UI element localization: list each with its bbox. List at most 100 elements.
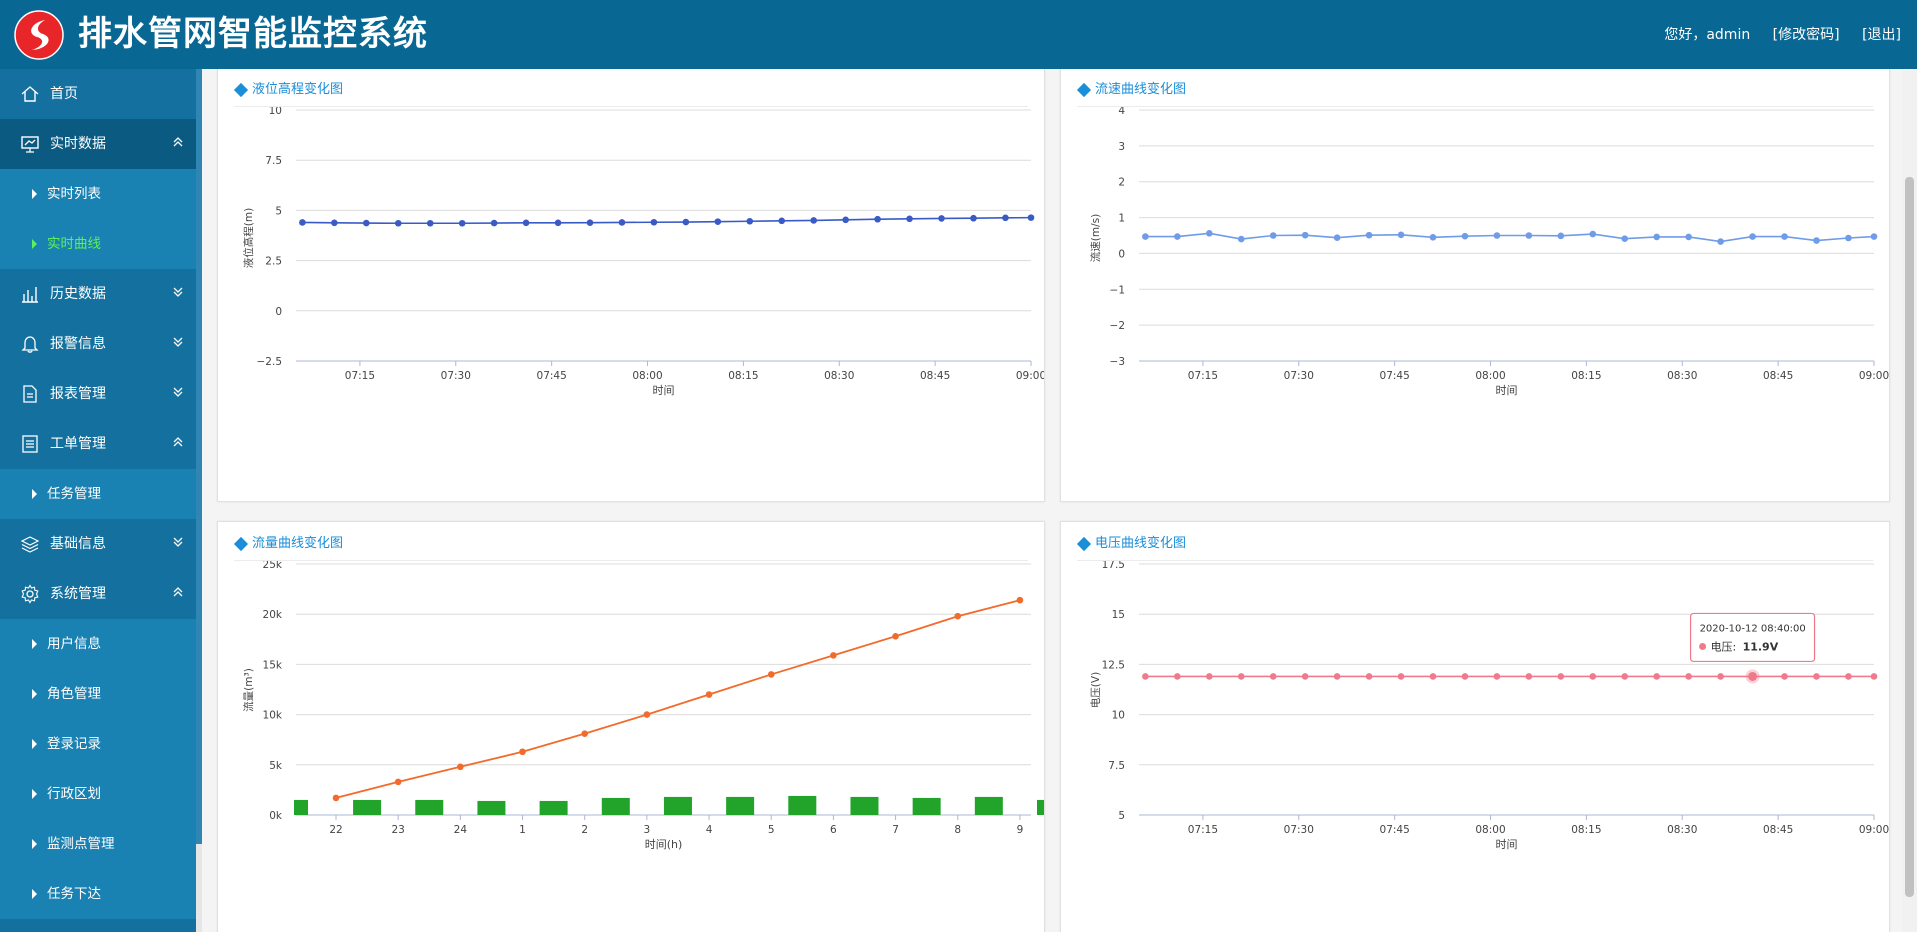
- data-point: [1237, 235, 1245, 243]
- tooltip-value: 11.9V: [1743, 640, 1779, 653]
- data-point: [1621, 673, 1629, 680]
- data-point: [394, 219, 402, 227]
- x-tick-label: 08:00: [1475, 370, 1505, 382]
- data-point: [586, 219, 594, 226]
- x-axis-title: 时间(h): [645, 838, 683, 851]
- y-tick-label: 3: [1118, 141, 1125, 153]
- x-tick-label: 08:15: [728, 370, 758, 382]
- data-point: [1813, 237, 1820, 244]
- logout-link[interactable]: [退出]: [1862, 27, 1901, 43]
- sidebar-subitem-task-management[interactable]: 任务管理: [0, 469, 198, 519]
- data-point: [1845, 234, 1852, 242]
- level-chart-panel: 液位高程变化图 10 7.5 5 2.5 0 −2.5 液位高程(m) 时间 07:15 07:3…: [217, 69, 1046, 502]
- sidebar-item-report-management[interactable]: 报表管理: [0, 369, 198, 419]
- data-point: [1557, 673, 1565, 680]
- page-scrollbar[interactable]: [1902, 69, 1917, 932]
- sidebar-item-history-data[interactable]: 历史数据: [0, 269, 198, 319]
- sidebar-subitem-realtime-list[interactable]: 实时列表: [0, 169, 198, 219]
- data-point: [1461, 232, 1469, 240]
- y-tick-label: 5: [1118, 810, 1125, 822]
- data-point: [778, 217, 786, 225]
- data-point: [1781, 233, 1788, 240]
- data-point: [490, 219, 498, 227]
- sidebar-subitem-role-management[interactable]: 角色管理: [0, 669, 198, 719]
- sidebar-subitem-realtime-curve[interactable]: 实时曲线: [0, 219, 198, 269]
- y-axis-title: 液位高程(m): [242, 208, 255, 268]
- sidebar-item-realtime-data[interactable]: 实时数据: [0, 119, 198, 169]
- x-tick-label: 08:00: [632, 370, 662, 382]
- data-point: [581, 730, 588, 737]
- data-point: [1557, 232, 1565, 240]
- data-point: [830, 652, 837, 659]
- sidebar-subitem-task-dispatch[interactable]: 任务下达: [0, 869, 198, 919]
- x-tick-label: 4: [706, 824, 713, 836]
- data-point: [363, 219, 370, 227]
- bar: [788, 795, 817, 815]
- bar: [353, 799, 382, 815]
- x-tick-label: 3: [644, 824, 651, 836]
- data-point: [1870, 673, 1878, 680]
- data-point: [767, 671, 775, 678]
- data-point: [522, 219, 530, 227]
- bar: [294, 799, 308, 815]
- data-point: [1142, 673, 1149, 680]
- sidebar-scrollbar[interactable]: [196, 69, 202, 932]
- sidebar-item-basic-info[interactable]: 基础信息: [0, 519, 198, 569]
- user-greeting: 您好，admin: [1664, 27, 1751, 43]
- x-tick-label: 09:00: [1859, 824, 1889, 836]
- y-tick-label: 10k: [263, 710, 283, 722]
- data-point: [457, 763, 464, 771]
- data-point: [1493, 673, 1501, 680]
- data-point: [954, 612, 962, 620]
- sidebar-item-system-management[interactable]: 系统管理: [0, 569, 198, 619]
- page-scrollbar-thumb[interactable]: [1905, 177, 1914, 897]
- sidebar-item-label: 报警信息: [50, 336, 106, 352]
- y-tick-label: 0k: [269, 810, 283, 822]
- x-tick-label: 07:15: [1188, 824, 1218, 836]
- sidebar-subitem-login-records[interactable]: 登录记录: [0, 719, 198, 769]
- sidebar-item-home[interactable]: 首页: [0, 69, 198, 119]
- y-tick-label: 5k: [269, 760, 283, 772]
- logo-icon: [14, 10, 64, 60]
- sidebar-scrollbar-thumb[interactable]: [196, 69, 202, 844]
- data-point: [1301, 231, 1309, 239]
- chevron-down-icon: [173, 337, 183, 347]
- y-tick-label: 15: [1112, 609, 1125, 621]
- data-point: [650, 218, 658, 226]
- data-point: [1174, 233, 1181, 240]
- app-title: 排水管网智能监控系统: [78, 14, 428, 54]
- panel-title: 液位高程变化图: [252, 82, 344, 97]
- panel-header: 电压曲线变化图: [1076, 532, 1873, 561]
- bar: [601, 797, 630, 815]
- data-point: [1333, 673, 1341, 680]
- data-point: [1493, 232, 1501, 239]
- x-tick-label: 08:45: [1763, 824, 1793, 836]
- y-axis-title: 流量(m³): [242, 668, 255, 712]
- data-point: [1749, 233, 1756, 240]
- change-password-link[interactable]: [修改密码]: [1772, 27, 1840, 43]
- y-tick-label: 0: [275, 306, 282, 318]
- y-tick-label: 1: [1118, 213, 1125, 225]
- sidebar-item-work-order-management[interactable]: 工单管理: [0, 419, 198, 469]
- sidebar-subitem-user-info[interactable]: 用户信息: [0, 619, 198, 669]
- x-axis-title: 时间: [653, 384, 675, 397]
- x-tick-label: 24: [454, 824, 468, 836]
- data-point: [1653, 233, 1660, 241]
- data-point: [1142, 233, 1149, 240]
- data-point: [1717, 673, 1724, 680]
- panel-header: 流量曲线变化图: [233, 532, 1028, 561]
- flow-chart-panel: 流量曲线变化图 25k 20k 15k 10k 5k 0k 流量(m³) 时间(h) 22 23 2…: [217, 521, 1065, 932]
- y-tick-label: 2.5: [265, 256, 282, 268]
- sidebar-subitem-monitoring-point-management[interactable]: 监测点管理: [0, 819, 198, 869]
- y-tick-label: −1: [1110, 284, 1125, 296]
- x-tick-label: 07:15: [1188, 370, 1218, 382]
- x-tick-label: 08:45: [1763, 370, 1793, 382]
- x-tick-label: 09:00: [1859, 370, 1889, 382]
- sidebar: 首页 实时数据 实时列表 实时曲线 历史数据 报警信息 报表管理 工单管理 任务…: [0, 69, 198, 932]
- sidebar-item-alarm-info[interactable]: 报警信息: [0, 319, 198, 369]
- data-point: [554, 219, 562, 227]
- data-point: [705, 691, 713, 698]
- y-tick-label: −2: [1110, 320, 1125, 332]
- chevron-up-icon: [173, 587, 183, 597]
- sidebar-subitem-administrative-division[interactable]: 行政区划: [0, 769, 198, 819]
